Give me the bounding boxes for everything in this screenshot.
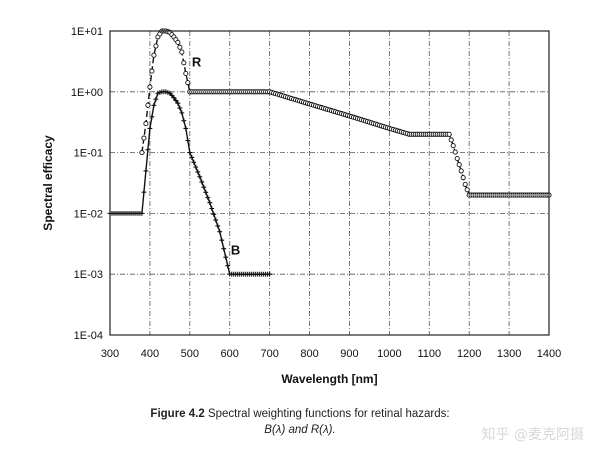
series-b-point — [215, 223, 221, 229]
figure-caption-line2: B(λ) and R(λ). — [264, 424, 336, 436]
x-tick-label: 1400 — [537, 348, 561, 360]
series-r-point — [153, 43, 159, 49]
series-r-point — [143, 121, 149, 127]
x-tick-label: 1100 — [417, 348, 441, 360]
series-r-point — [450, 143, 456, 149]
series-r-point — [181, 60, 187, 66]
series-b-point — [195, 169, 201, 175]
y-tick-label: 1E-04 — [74, 330, 103, 342]
series-b-point — [209, 206, 215, 211]
series-r-label: R — [192, 55, 202, 70]
series-b-point — [151, 102, 157, 108]
series-b-point — [221, 246, 227, 252]
series-b-point — [217, 229, 223, 235]
series-r-point — [446, 131, 452, 137]
x-tick-label: 400 — [141, 348, 159, 360]
series-r-point — [141, 135, 147, 141]
x-tick-label: 800 — [300, 348, 318, 360]
series-b-point — [199, 179, 205, 185]
series-b-point — [223, 254, 229, 260]
series-b-point — [177, 105, 183, 111]
series-b-point — [207, 200, 213, 206]
x-axis-label: Wavelength [nm] — [281, 372, 377, 386]
series-b-point — [143, 168, 149, 174]
plot-frame — [109, 30, 550, 336]
x-tick-label: 1200 — [457, 348, 481, 360]
series-r-point — [139, 150, 145, 156]
series-b-group — [107, 89, 273, 277]
series-b-point — [147, 126, 153, 131]
series-b-point — [211, 211, 217, 217]
y-axis-label: Spectral efficacy — [41, 135, 55, 231]
x-tick-labels: 300 400 500 600 700 800 900 1000 1100 1200 1300 140… — [101, 348, 561, 360]
series-b-point — [225, 263, 231, 269]
watermark: 知乎 @麦克阿摄 — [481, 427, 584, 443]
chart-svg: 300 400 500 600 700 800 900 1000 1100 1200 1300 140… — [41, 26, 561, 386]
series-b-point — [189, 155, 195, 160]
series-b-point — [173, 98, 179, 103]
series-r-point — [452, 149, 458, 155]
series-b-point — [171, 95, 177, 101]
series-r-point — [456, 162, 462, 168]
x-tick-label: 700 — [260, 348, 278, 360]
series-r-point — [151, 52, 157, 58]
x-tick-label: 600 — [221, 348, 239, 360]
y-tick-label: 1E+00 — [71, 87, 103, 99]
series-r-point — [147, 84, 153, 90]
series-r-point — [177, 44, 183, 50]
series-b-point — [179, 110, 185, 116]
x-tick-label: 1300 — [497, 348, 521, 360]
series-b-point — [219, 237, 225, 243]
series-r-point — [454, 155, 460, 162]
series-b-point — [185, 138, 191, 143]
series-r-point — [185, 80, 191, 86]
series-b-point — [141, 189, 147, 195]
series-b-point — [181, 118, 187, 124]
series-r-group — [139, 28, 552, 198]
series-r-point — [149, 68, 155, 74]
series-b-point — [203, 189, 209, 195]
series-b-point — [145, 147, 151, 153]
figure-caption: Figure 4.2 Spectral weighting functions … — [0, 408, 600, 420]
y-tick-label: 1E+01 — [71, 26, 103, 38]
series-b-point — [197, 174, 203, 180]
series-b-point — [175, 100, 181, 106]
series-r-point — [145, 102, 151, 108]
series-b-point — [183, 126, 189, 131]
series-r-point — [464, 187, 470, 193]
x-tick-label: 500 — [181, 348, 199, 360]
series-b-point — [201, 184, 207, 190]
series-r-point — [460, 175, 466, 181]
x-tick-label: 1000 — [377, 348, 401, 360]
series-b-point — [187, 150, 193, 155]
caption-text: Spectral weighting functions for retinal… — [204, 408, 450, 420]
grid — [110, 31, 549, 335]
y-tick-label: 1E-02 — [74, 208, 103, 220]
series-b-point — [213, 217, 219, 223]
series-r-point — [179, 49, 185, 55]
x-tick-label: 300 — [101, 348, 119, 360]
y-tick-label: 1E-01 — [74, 148, 103, 160]
y-tick-labels: 1E-04 1E-03 1E-02 1E-01 1E+00 1E+01 — [71, 26, 103, 342]
series-r-point — [448, 137, 454, 143]
series-b-point — [149, 114, 155, 120]
series-b-point — [205, 195, 211, 200]
series-r-point — [183, 70, 189, 77]
y-tick-label: 1E-03 — [74, 269, 103, 281]
series-r-point — [462, 181, 468, 187]
series-r-point — [458, 168, 464, 174]
series-b-point — [191, 159, 197, 165]
series-b-label: B — [231, 243, 240, 258]
series-b-point — [267, 271, 273, 277]
series-b-point — [139, 211, 145, 216]
series-b-point — [153, 96, 159, 102]
x-tick-label: 900 — [340, 348, 358, 360]
series-r-point — [175, 39, 181, 45]
series-b-point — [193, 164, 199, 170]
figure-number: Figure 4.2 — [150, 408, 205, 420]
